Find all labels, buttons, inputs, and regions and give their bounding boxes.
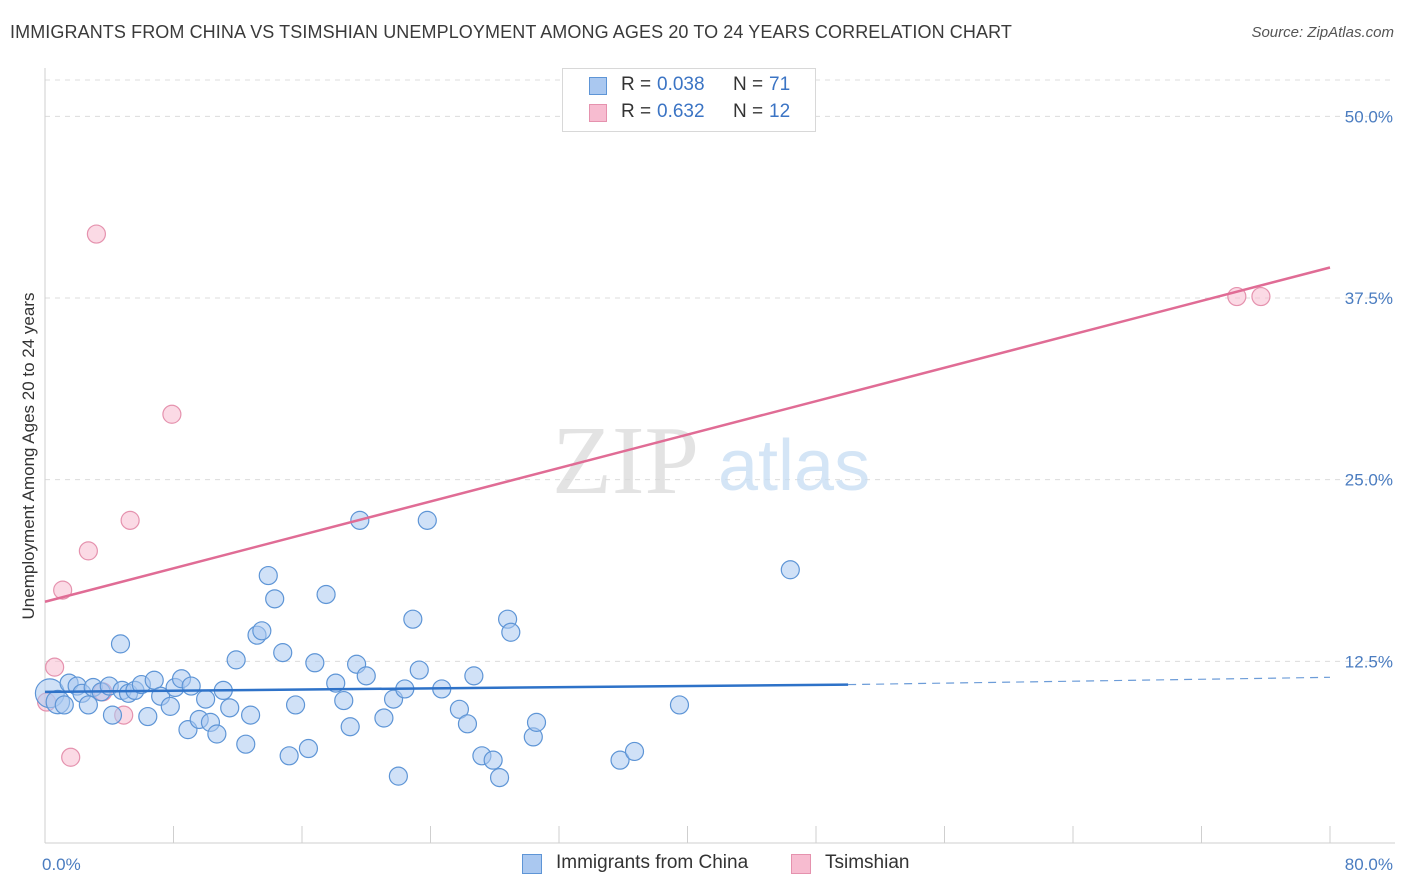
china-point [449, 699, 470, 719]
china-point [417, 510, 437, 530]
watermark-atlas: atlas [718, 426, 870, 506]
y-axis-title: Unemployment Among Ages 20 to 24 years [19, 293, 38, 620]
china-point [489, 767, 510, 788]
source-label: Source: ZipAtlas.com [1251, 24, 1394, 41]
tsimshian-swatch [589, 104, 607, 122]
y-tick-label: 25.0% [1345, 471, 1393, 490]
china-point [258, 565, 278, 586]
china-point [624, 741, 645, 762]
china-point [220, 698, 240, 718]
china-point [298, 738, 319, 759]
china-point [780, 560, 800, 580]
legend-n-value: 71 [769, 74, 791, 95]
tsimshian-trend-line [44, 266, 1331, 603]
china-point [252, 621, 272, 641]
correlation-legend: R = 0.038 N = 71 R = 0.632 N = 12 [562, 68, 816, 132]
china-point [610, 750, 630, 770]
legend-n-label: N = [733, 101, 764, 122]
legend-r-label: R = [621, 101, 652, 122]
china-point [403, 609, 423, 629]
china-point [316, 584, 336, 605]
y-tick-label: 12.5% [1345, 652, 1393, 671]
china-trend-extension [848, 676, 1331, 686]
tsimshian-point [53, 580, 73, 600]
china-swatch [589, 77, 607, 95]
tsimshian-point [1251, 286, 1271, 307]
axis-layer [44, 68, 1395, 844]
x-tick-label: 80.0% [1345, 855, 1393, 874]
china-point [334, 690, 354, 711]
china-point [374, 708, 394, 728]
tick-labels: 12.5% 25.0% 37.5% 50.0% 0.0% 80.0% [42, 107, 1393, 874]
legend-r-value: 0.038 [657, 74, 705, 95]
x-tick-label: 0.0% [42, 855, 81, 874]
legend-n-value: 12 [769, 101, 791, 122]
china-points [34, 510, 800, 788]
china-point [483, 750, 503, 770]
grid-layer [45, 79, 1395, 662]
series-legend: Immigrants from China Tsimshian [0, 852, 1406, 878]
china-point [388, 766, 408, 786]
china-point [241, 705, 261, 725]
china-point [464, 666, 484, 686]
china-point [226, 650, 246, 670]
legend-label-china: Immigrants from China [556, 852, 749, 873]
legend-r-value: 0.632 [657, 101, 705, 122]
china-point [138, 706, 158, 727]
china-point [54, 695, 74, 715]
china-point [110, 634, 131, 654]
china-point [207, 724, 227, 744]
china-trend-line [44, 683, 849, 694]
tsimshian-point [120, 510, 140, 530]
y-tick-label: 37.5% [1345, 289, 1393, 308]
china-point [144, 670, 164, 690]
china-point [78, 695, 98, 715]
legend-label-tsimshian: Tsimshian [825, 852, 910, 873]
chart-title: IMMIGRANTS FROM CHINA VS TSIMSHIAN UNEMP… [10, 22, 1012, 42]
china-point [102, 705, 123, 725]
china-point [409, 660, 429, 680]
trend-lines [44, 266, 1331, 694]
china-point [265, 589, 285, 609]
tsimshian-point [86, 224, 107, 244]
tsimshian-point [78, 541, 98, 561]
china-point [501, 622, 521, 642]
china-point [279, 746, 299, 766]
watermark-zip: ZIP [552, 407, 699, 515]
china-point [340, 717, 360, 737]
china-point [273, 643, 293, 663]
china-point [526, 712, 547, 732]
china-point [669, 695, 690, 715]
china-point [305, 653, 325, 673]
china-point [356, 666, 376, 686]
china-swatch [522, 854, 542, 874]
china-point [236, 734, 256, 754]
tsimshian-swatch [791, 854, 811, 874]
china-point [181, 676, 201, 696]
china-point [285, 695, 306, 715]
y-tick-label: 50.0% [1345, 107, 1393, 126]
tsimshian-point [61, 747, 81, 767]
legend-r-label: R = [621, 74, 652, 95]
legend-n-label: N = [733, 74, 764, 95]
china-point [196, 689, 216, 709]
tsimshian-point [45, 657, 65, 677]
tsimshian-point [162, 404, 182, 424]
china-point [457, 714, 478, 734]
china-point [326, 673, 346, 693]
china-point [160, 696, 180, 716]
